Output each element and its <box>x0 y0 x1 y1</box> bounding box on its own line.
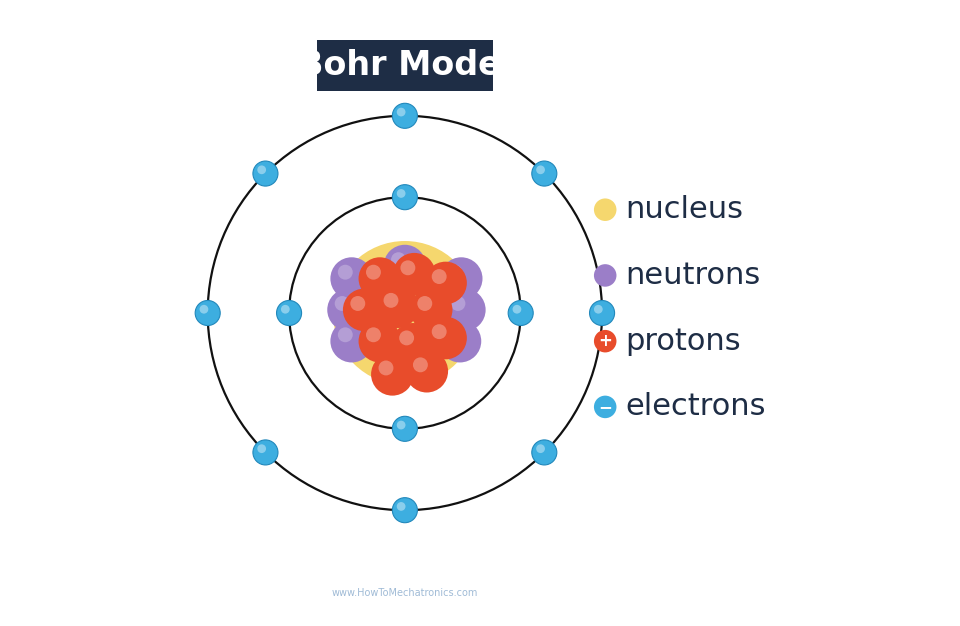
Circle shape <box>393 253 436 295</box>
Circle shape <box>396 108 405 116</box>
Circle shape <box>594 264 616 287</box>
Circle shape <box>327 289 370 331</box>
Circle shape <box>330 320 372 362</box>
Circle shape <box>444 289 486 331</box>
Circle shape <box>252 161 278 186</box>
Circle shape <box>400 260 416 275</box>
Circle shape <box>393 498 418 523</box>
Circle shape <box>413 357 428 372</box>
Circle shape <box>393 103 418 128</box>
Circle shape <box>338 265 352 280</box>
Circle shape <box>424 317 467 359</box>
Circle shape <box>372 353 414 396</box>
Circle shape <box>410 289 452 331</box>
Text: protons: protons <box>626 327 741 356</box>
Circle shape <box>330 257 372 300</box>
Circle shape <box>195 300 220 326</box>
Circle shape <box>589 300 614 326</box>
Circle shape <box>257 165 266 174</box>
Circle shape <box>335 296 349 311</box>
Circle shape <box>399 331 414 346</box>
Circle shape <box>384 245 426 287</box>
Circle shape <box>432 269 446 284</box>
Circle shape <box>405 350 448 393</box>
Circle shape <box>594 305 603 314</box>
Text: www.HowToMechatronics.com: www.HowToMechatronics.com <box>332 588 478 598</box>
Text: neutrons: neutrons <box>626 261 760 290</box>
Circle shape <box>252 440 278 465</box>
Circle shape <box>393 185 418 210</box>
Circle shape <box>537 444 545 453</box>
Circle shape <box>432 324 446 339</box>
Circle shape <box>391 252 406 267</box>
Circle shape <box>376 285 419 328</box>
Circle shape <box>594 396 616 418</box>
Circle shape <box>513 305 521 314</box>
Circle shape <box>378 361 394 376</box>
Text: Bohr Model: Bohr Model <box>298 49 512 82</box>
Circle shape <box>594 198 616 221</box>
Circle shape <box>200 305 208 314</box>
Circle shape <box>257 444 266 453</box>
Circle shape <box>532 161 557 186</box>
Circle shape <box>446 327 461 342</box>
Text: electrons: electrons <box>626 393 766 421</box>
Circle shape <box>393 416 418 441</box>
Circle shape <box>537 165 545 174</box>
Circle shape <box>396 421 405 429</box>
Text: nucleus: nucleus <box>626 195 743 224</box>
Circle shape <box>333 241 477 385</box>
Circle shape <box>281 305 290 314</box>
FancyBboxPatch shape <box>317 40 492 91</box>
Circle shape <box>508 300 533 326</box>
Circle shape <box>450 296 466 311</box>
Circle shape <box>396 189 405 198</box>
Text: −: − <box>598 398 612 416</box>
Circle shape <box>532 440 557 465</box>
Circle shape <box>366 265 381 280</box>
Circle shape <box>358 320 401 362</box>
Circle shape <box>594 330 616 352</box>
Circle shape <box>366 327 381 342</box>
Circle shape <box>392 323 434 366</box>
Circle shape <box>350 296 365 311</box>
Circle shape <box>424 262 467 304</box>
Circle shape <box>440 257 483 300</box>
Circle shape <box>384 293 398 308</box>
Circle shape <box>447 265 463 280</box>
Circle shape <box>396 502 405 511</box>
Circle shape <box>276 300 301 326</box>
Circle shape <box>439 320 481 362</box>
Text: +: + <box>598 332 612 350</box>
Circle shape <box>418 296 432 311</box>
Circle shape <box>358 257 401 300</box>
Circle shape <box>343 289 386 331</box>
Circle shape <box>338 327 352 342</box>
